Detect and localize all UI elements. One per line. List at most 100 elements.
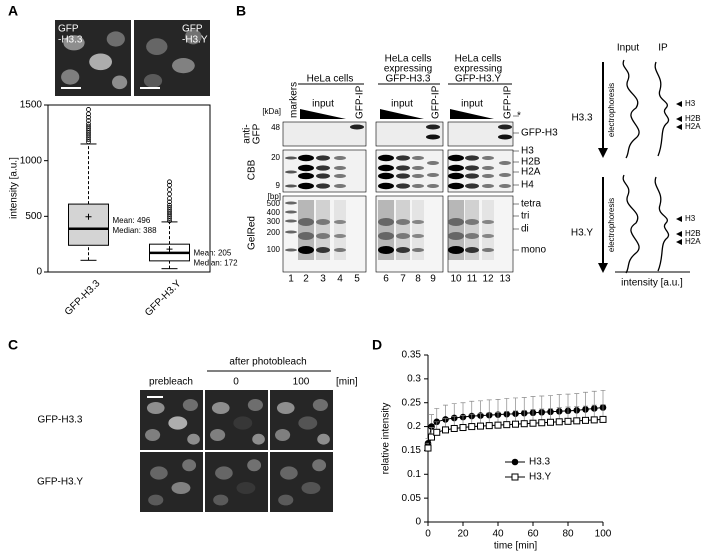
size-marker: 9 [276,181,281,190]
y-tick-label: 0.15 [402,445,422,456]
blot-label: CBB [247,159,258,180]
gel-smear [378,200,394,260]
ip-label: GFP-IP [503,85,514,119]
panel-label: D [372,337,382,353]
nucleus [213,494,229,506]
x-axis-label: time [min] [494,541,538,551]
band-label: di [521,224,529,235]
marker [450,424,458,432]
y-tick-label: 0.1 [407,469,421,480]
y-axis-label: relative intensity [381,403,392,475]
outlier [167,207,172,213]
gel-band [412,156,424,160]
ip-label: GFP-IP [355,85,366,119]
x-tick-label: 20 [457,529,469,540]
x-tick-label: 40 [492,529,504,540]
marker [538,419,546,427]
gel-band [316,219,330,225]
gel-band [499,173,511,177]
wedge [380,109,424,119]
outlier [167,182,172,188]
nucleus [146,38,168,55]
outlier [86,111,91,117]
nucleus [312,459,327,472]
size-marker: 300 [267,217,281,226]
lane-number: 9 [430,274,436,285]
y-tick-label: 1500 [20,100,43,111]
band-label: tetra [521,199,541,210]
marker [512,420,519,428]
nucleus [184,29,202,45]
outlier [167,179,172,185]
y-tick-label: 0.35 [402,350,422,361]
nucleus [280,466,298,480]
legend-marker [511,458,519,466]
gel-band [427,161,439,165]
lane-number: 1 [288,274,294,285]
marker [503,421,511,429]
gel-band [499,184,511,188]
lane-number: 5 [354,274,360,285]
nucleus [112,75,128,90]
gel-band [334,248,346,252]
outlier [167,216,172,221]
outlier [167,213,172,219]
gel-band [396,183,410,189]
gel-smear [482,200,494,260]
row-label: GFP-H3.Y [37,477,83,488]
schematic-column: Input [617,43,639,54]
group-title: GFP-H3.3 [385,74,430,85]
arrow-head [598,263,608,273]
image-label: -H3.3 [58,35,83,46]
group-title: HeLa cells [307,74,354,85]
profile [622,174,640,274]
nucleus [106,31,125,47]
outlier [86,139,91,145]
gel-smear [298,200,314,260]
panel-label: C [8,337,18,353]
lane-number: 12 [482,274,494,285]
image-label: GFP [182,24,203,35]
gel-band [412,166,424,170]
gel-band [482,156,494,160]
band-arrow [676,239,682,245]
gel-band [334,184,346,188]
y-tick-label: 0.05 [402,493,422,504]
y-tick-label: 500 [25,211,42,222]
schematic-row: H3.Y [571,228,594,239]
nucleus [215,466,233,480]
gel-band [465,173,479,179]
band-arrow [676,231,682,237]
marker [424,444,432,452]
gel-band [378,164,394,172]
group-title: expressing [454,64,502,75]
marker [599,415,607,423]
nucleus [168,416,188,430]
gel-band [396,155,410,161]
outlier [86,114,91,120]
mean-marker [85,213,92,220]
schematic-band: H2A [685,122,701,131]
marker [428,423,435,430]
column-label: markers [289,82,300,118]
schematic-band: H2B [685,114,701,123]
gel-band [285,248,297,252]
gel-smear [412,200,424,260]
size-marker: 400 [267,208,281,217]
schematic-band: H2B [685,229,701,238]
gel-band [412,220,424,224]
gel-band [285,170,297,174]
gel-band [316,155,330,161]
timepoint-label: 0 [233,377,239,388]
legend-marker [511,473,519,481]
gel-band [498,134,512,140]
gel-band [298,154,314,162]
gel-smear [334,200,346,260]
gel-band [465,183,479,189]
schematic-band: H2A [685,237,701,246]
marker [485,422,493,430]
x-tick-label: GFP-H3.Y [143,278,184,319]
band-label: H2A [521,167,541,178]
size-marker: 20 [271,153,280,162]
lane-number: 10 [450,274,462,285]
